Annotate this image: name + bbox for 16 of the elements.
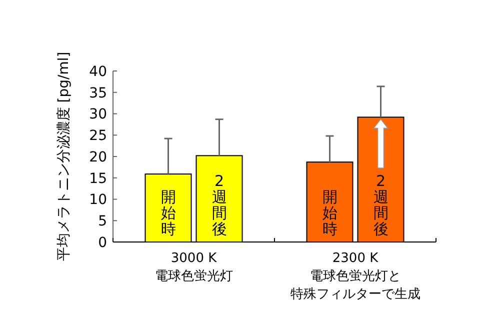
y-tick-label: 30 bbox=[89, 106, 107, 123]
y-tick-label: 5 bbox=[98, 214, 107, 230]
y-tick-label: 20 bbox=[89, 149, 107, 166]
text: 開始時 bbox=[322, 188, 338, 238]
series-label: 開始時 bbox=[160, 188, 176, 238]
y-axis-title: 平均メラトニン分泌濃度 [pg/ml] bbox=[56, 52, 72, 262]
y-tick-label: 40 bbox=[89, 64, 107, 80]
y-tick-label: 25 bbox=[89, 128, 107, 144]
y-tick-label: 15 bbox=[89, 170, 107, 187]
y-tick-label: 10 bbox=[89, 192, 107, 208]
y-tick-label: 0 bbox=[98, 234, 107, 251]
y-tick-label: 35 bbox=[89, 85, 107, 102]
text: 2週間後 bbox=[373, 172, 388, 238]
x-tick-label: 2300 K 電球色蛍光灯と特殊フィルターで生成 bbox=[290, 251, 420, 302]
series-label: 2週間後 bbox=[212, 172, 227, 238]
x-tick-label: 3000 K 電球色蛍光灯 bbox=[154, 251, 233, 284]
